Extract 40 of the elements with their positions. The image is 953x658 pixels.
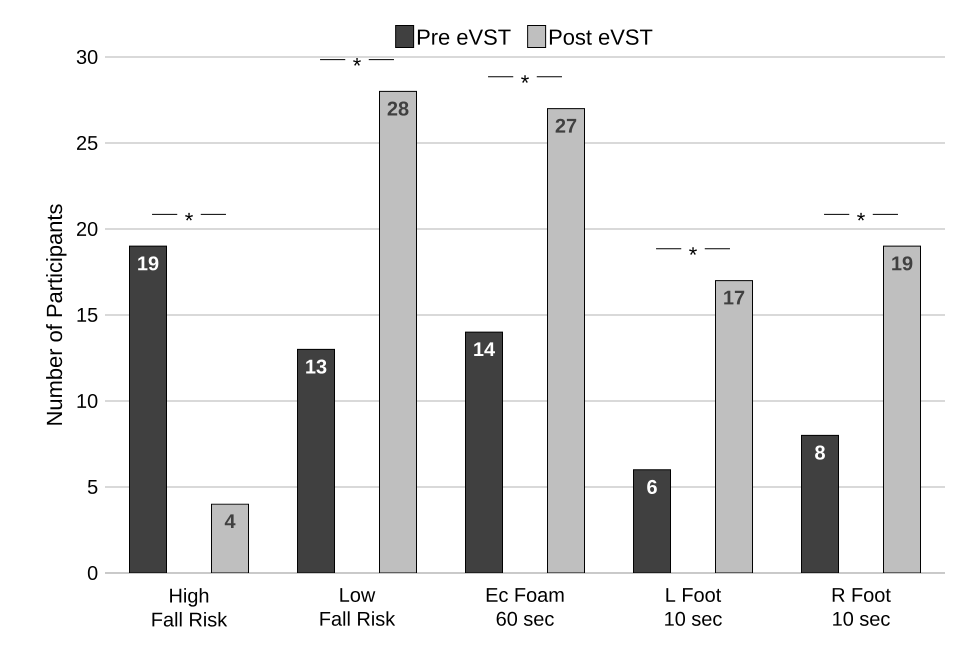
bar: [547, 108, 586, 573]
x-tick-label: High Fall Risk: [152, 588, 228, 627]
bar: [211, 504, 250, 573]
x-tick-label: Low Fall Risk: [320, 588, 396, 626]
y-axis-title: Number of Participants: [46, 204, 67, 425]
y-tick-label: 10: [78, 394, 98, 408]
x-tick-label: L Foot 10 sec: [665, 588, 722, 626]
data-label: 6: [647, 480, 657, 494]
data-label: 27: [556, 118, 576, 133]
data-label: 28: [388, 102, 408, 116]
y-tick-label: 15: [78, 308, 98, 322]
annotation: *: [521, 75, 529, 83]
data-label: 14: [474, 342, 495, 356]
annotation: *: [185, 212, 193, 221]
data-label: 17: [724, 290, 744, 304]
data-label: 8: [815, 446, 825, 460]
y-tick-label: 30: [76, 50, 98, 64]
data-label: 19: [892, 256, 912, 270]
annotation: *: [689, 247, 697, 255]
bar: [465, 332, 504, 573]
bar: [297, 348, 336, 573]
bar: [715, 280, 754, 573]
legend-label: Post eVST: [550, 29, 652, 45]
bar: [633, 469, 672, 573]
y-tick-label: 5: [88, 480, 98, 494]
bar: [129, 246, 168, 573]
legend-label: Pre eVST: [418, 29, 511, 45]
data-label: 19: [138, 256, 158, 270]
bar: [801, 434, 840, 573]
annotation: *: [857, 212, 865, 221]
data-label: 13: [306, 360, 326, 374]
y-tick-label: 25: [77, 136, 98, 150]
y-tick-label: 0: [88, 566, 98, 580]
bar: [379, 90, 418, 573]
y-tick-label: 20: [77, 222, 98, 236]
bar: [883, 246, 922, 573]
x-tick-label: R Foot 10 sec: [832, 588, 891, 626]
x-tick-label: Ec Foam 60 sec: [486, 588, 564, 626]
annotation: *: [353, 58, 361, 66]
data-label: 4: [224, 514, 236, 528]
